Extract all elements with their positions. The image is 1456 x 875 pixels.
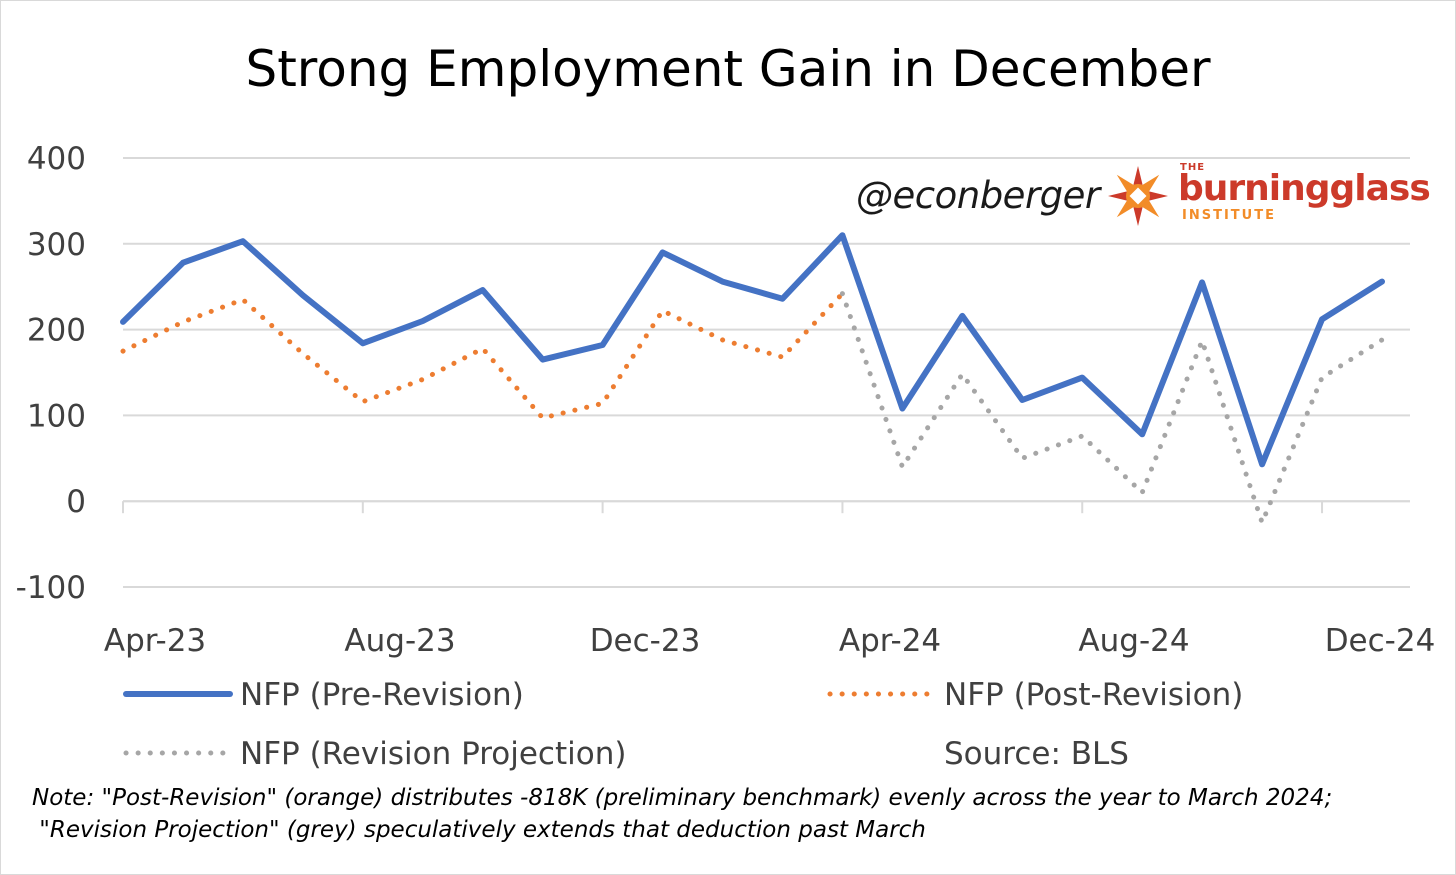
y-axis-ticks: 400 300 200 100 0 -100 xyxy=(16,141,86,606)
legend-label-2: NFP (Revision Projection) xyxy=(240,736,626,772)
y-tick-label: 400 xyxy=(27,141,86,177)
series-layer xyxy=(120,232,1385,526)
y-tick-label: 300 xyxy=(27,227,86,263)
watermark-logo: THE burningglass INSTITUTE xyxy=(1178,162,1431,223)
x-axis: Apr-23 Aug-23 Dec-23 Apr-24 Aug-24 Dec-24 xyxy=(104,500,1436,659)
watermark-handle: @econberger xyxy=(856,174,1100,217)
x-tick-label: Apr-23 xyxy=(104,623,206,659)
y-tick-label: 200 xyxy=(27,313,86,349)
series-line-1 xyxy=(120,291,845,421)
y-tick-label: -100 xyxy=(16,570,86,606)
x-tick-label: Aug-23 xyxy=(344,623,455,659)
watermark-logo-main: burningglass xyxy=(1178,168,1431,209)
watermark-logo-sub: INSTITUTE xyxy=(1182,208,1276,223)
legend-label-1: NFP (Post-Revision) xyxy=(944,677,1243,713)
chart-title: Strong Employment Gain in December xyxy=(245,40,1211,98)
y-tick-label: 0 xyxy=(66,484,86,520)
x-tick-label: Dec-24 xyxy=(1325,623,1436,659)
note-line-2: "Revision Projection" (grey) speculative… xyxy=(32,817,926,843)
y-tick-label: 100 xyxy=(27,398,86,434)
watermark: @econberger THE burningglass INSTITUTE xyxy=(856,162,1431,230)
series-line-0 xyxy=(120,232,1385,468)
legend: NFP (Pre-Revision) NFP (Post-Revision) NFP… xyxy=(123,677,1243,772)
source-label: Source: BLS xyxy=(944,736,1129,772)
note-line-1: Note: "Post-Revision" (orange) distribut… xyxy=(32,785,1333,811)
chart-note: Note: "Post-Revision" (orange) distribut… xyxy=(32,782,1432,846)
burning-glass-logo-icon xyxy=(1108,166,1168,226)
legend-label-0: NFP (Pre-Revision) xyxy=(240,677,524,713)
x-tick-label: Aug-24 xyxy=(1078,623,1189,659)
watermark-logo-small: THE xyxy=(1180,162,1206,173)
x-tick-label: Apr-24 xyxy=(839,623,941,659)
x-tick-label: Dec-23 xyxy=(590,623,701,659)
